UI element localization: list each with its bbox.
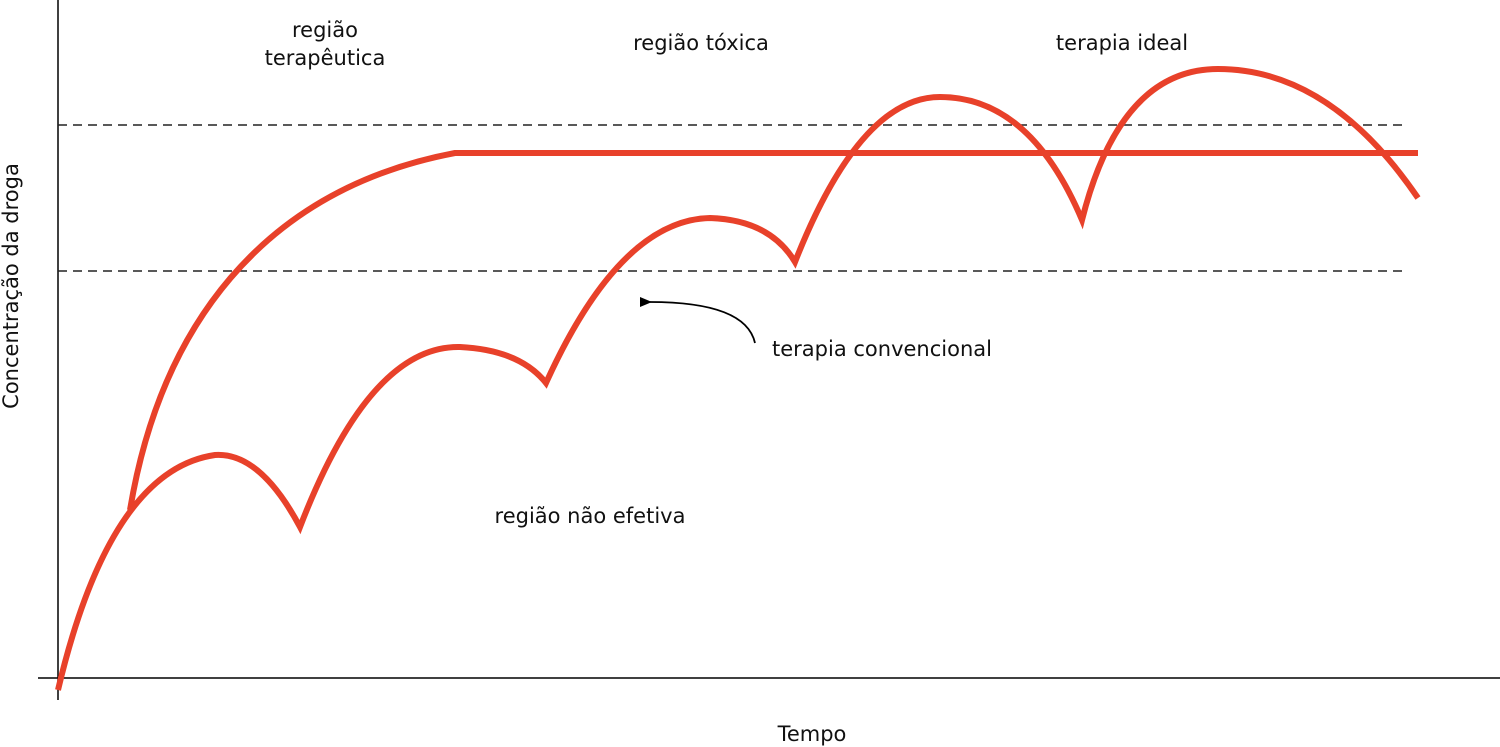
conventional-curve [55,65,1421,691]
y-axis-label: Concentração da droga [0,163,23,409]
ideal-curve [127,150,1418,511]
region-label: região tóxica [633,31,769,55]
region-label: região não efetiva [495,504,686,528]
annotation-arrow [639,296,756,344]
region-label: terapêutica [265,46,386,70]
curve-label: terapia ideal [1056,31,1188,55]
x-axis-label: Tempo [777,722,847,746]
region-label: região [292,18,358,42]
curve-label: terapia convencional [772,337,992,361]
